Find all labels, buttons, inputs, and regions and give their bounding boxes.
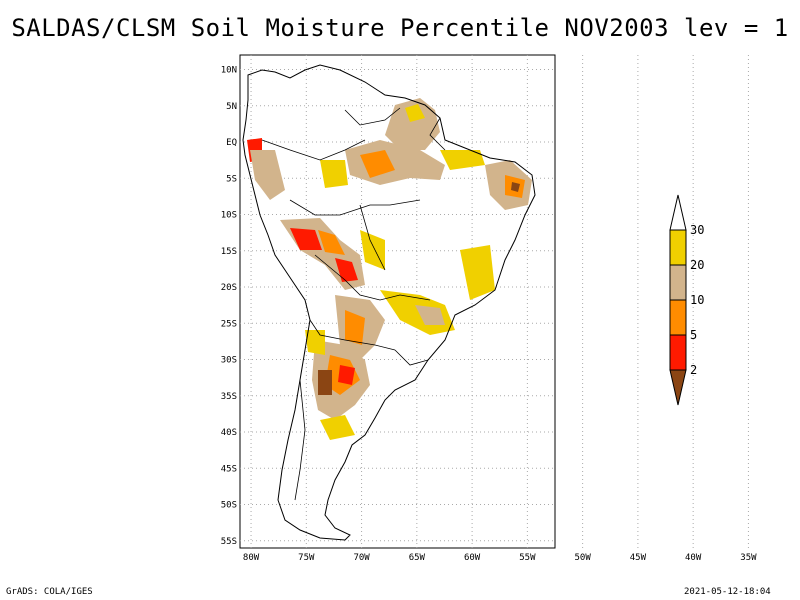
longitude-labels: 80W 75W 70W 65W 60W 55W 50W 45W 40W 35W: [243, 553, 757, 563]
lon-tick-label: 70W: [353, 553, 370, 563]
lat-tick-label: 35S: [221, 392, 237, 402]
lat-tick-label: 50S: [221, 501, 237, 511]
lat-tick-label: 55S: [221, 537, 237, 547]
lon-tick-label: 45W: [630, 553, 647, 563]
country-borders: [261, 107, 446, 501]
lat-tick-label: 25S: [221, 319, 237, 329]
lat-tick-label: 40S: [221, 428, 237, 438]
colorbar-bottom-arrow: [669, 369, 687, 406]
continent-outline: [242, 64, 536, 541]
lon-tick-label: 50W: [574, 553, 591, 563]
lon-tick-label: 80W: [243, 553, 260, 563]
lat-tick-label: 30S: [221, 356, 237, 366]
lat-tick-label: 10S: [221, 211, 237, 221]
colorbar-segment: [669, 264, 687, 301]
graticule: [240, 55, 749, 548]
colorbar-label: 20: [690, 258, 704, 272]
lat-tick-label: 45S: [221, 464, 237, 474]
colorbar-label: 5: [690, 328, 697, 342]
lat-tick-label: 10N: [221, 66, 237, 76]
lon-tick-label: 35W: [740, 553, 757, 563]
footer-credit: GrADS: COLA/IGES: [6, 587, 93, 597]
lat-tick-label: 15S: [221, 247, 237, 257]
lon-tick-label: 40W: [685, 553, 702, 563]
latitude-labels: 10N 5N EQ 5S 10S 15S 20S 25S 30S 35S 40S 45S 50S 55S: [221, 66, 237, 547]
lon-tick-label: 60W: [464, 553, 481, 563]
colorbar-segment: [669, 334, 687, 371]
footer-timestamp: 2021-05-12-18:04: [684, 587, 771, 597]
lon-tick-label: 55W: [519, 553, 536, 563]
map-title: SALDAS/CLSM Soil Moisture Percentile NOV…: [11, 14, 789, 42]
colorbar-label: 2: [690, 363, 697, 377]
percentile-shading: [247, 98, 532, 440]
lat-tick-label: 5S: [226, 174, 237, 184]
colorbar-label: 10: [690, 293, 704, 307]
colorbar-top-arrow: [669, 194, 687, 231]
lat-tick-label: 5N: [226, 102, 237, 112]
colorbar-segment: [669, 299, 687, 336]
colorbar-segment: [669, 229, 687, 266]
lat-tick-label: 20S: [221, 283, 237, 293]
colorbar-label: 30: [690, 223, 704, 237]
lon-tick-label: 65W: [409, 553, 426, 563]
colorbar: 30 20 10 5 2: [669, 194, 704, 406]
lat-tick-label: EQ: [226, 138, 237, 148]
lon-tick-label: 75W: [298, 553, 315, 563]
